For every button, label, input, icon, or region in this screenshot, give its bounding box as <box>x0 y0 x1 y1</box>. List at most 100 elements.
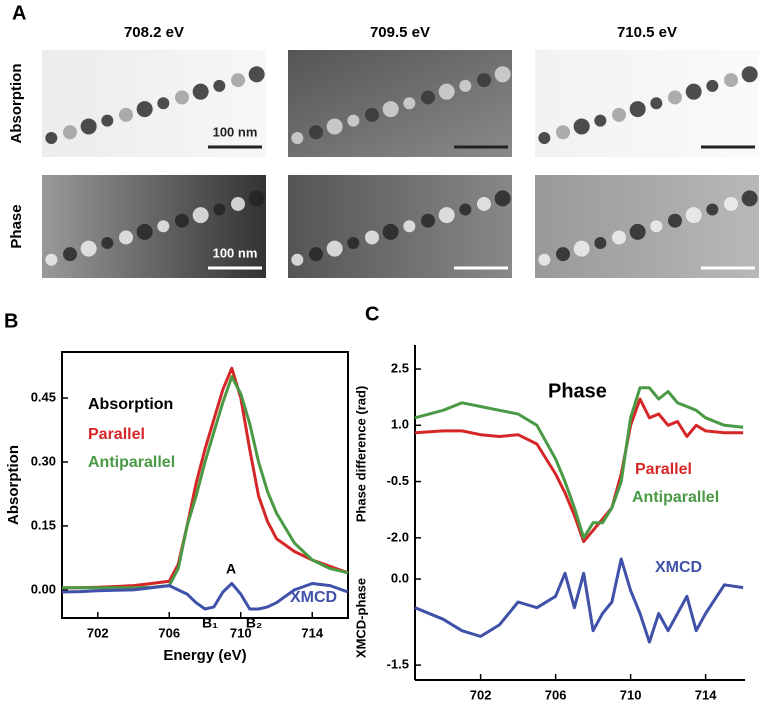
particle <box>556 247 570 262</box>
particle <box>459 203 472 216</box>
particle <box>668 90 682 105</box>
particle <box>136 101 153 118</box>
y-tick-label: 1.0 <box>391 417 409 432</box>
panel-label: B <box>4 310 18 332</box>
micrograph <box>288 175 512 278</box>
particle <box>382 223 399 240</box>
particle <box>573 240 590 257</box>
image-panel: 708.2 eV 709.5 eV 710.5 eV Absorption 100 nm… <box>8 24 759 278</box>
series-line <box>62 366 349 590</box>
particle <box>45 132 58 145</box>
particle <box>594 237 607 250</box>
x-tick-label: 710 <box>620 687 642 702</box>
particle <box>157 97 170 110</box>
x-tick-label: 714 <box>301 625 323 640</box>
x-axis-label: Energy (eV) <box>163 647 246 664</box>
particle <box>213 203 226 216</box>
row-label: Absorption <box>8 64 25 144</box>
charts: B 702 706 710 714 0.00 0.15 0.30 0.45 Energy (eV)… <box>4 303 745 702</box>
particle <box>80 118 97 135</box>
particle <box>706 203 719 216</box>
micrograph <box>42 175 266 278</box>
particle <box>213 79 226 92</box>
particle <box>421 90 435 105</box>
particle <box>538 132 551 145</box>
x-tick-label: 702 <box>470 687 492 702</box>
particle <box>650 97 663 110</box>
scale-bar-label: 100 nm <box>213 124 258 139</box>
legend-title: Absorption <box>88 396 173 413</box>
particle <box>612 107 626 122</box>
scale-bar-label: 100 nm <box>213 245 258 260</box>
particle <box>101 237 114 250</box>
x-tick-label: 706 <box>545 687 567 702</box>
particle <box>157 220 170 233</box>
particle <box>365 230 379 245</box>
particle <box>347 114 360 127</box>
particle <box>403 220 416 233</box>
particle <box>594 114 607 127</box>
annotation: B₂ <box>246 615 262 631</box>
particle <box>248 190 265 207</box>
particle <box>309 125 323 140</box>
particle <box>685 83 702 100</box>
particle <box>741 66 758 83</box>
particle <box>438 207 455 224</box>
particle <box>494 190 511 207</box>
column-heading: 708.2 eV <box>124 24 184 41</box>
particle <box>459 79 472 92</box>
legend-entry: Parallel <box>635 461 692 478</box>
micrograph <box>288 50 512 157</box>
particle <box>477 73 491 88</box>
particle <box>706 79 719 92</box>
micrograph <box>535 175 759 278</box>
particle <box>556 125 570 140</box>
particle <box>382 101 399 118</box>
annotation: B₁ <box>202 615 218 631</box>
legend-entry: XMCD <box>290 589 337 606</box>
series-line <box>62 375 349 590</box>
particle <box>63 247 77 262</box>
y-tick-label: 2.5 <box>391 360 409 375</box>
particle <box>175 90 189 105</box>
particle <box>45 253 58 266</box>
micrograph <box>42 50 266 157</box>
particle <box>538 253 551 266</box>
column-heading: 709.5 eV <box>370 24 430 41</box>
x-tick-label: 706 <box>158 625 180 640</box>
particle <box>119 107 133 122</box>
particle <box>650 220 663 233</box>
y-tick-label: 0.0 <box>391 570 409 585</box>
column-heading: 710.5 eV <box>617 24 677 41</box>
particle <box>326 118 343 135</box>
particle <box>347 237 360 250</box>
particle <box>629 223 646 240</box>
particle <box>231 196 245 211</box>
x-tick-label: 714 <box>695 687 717 702</box>
particle <box>80 240 97 257</box>
legend-entry: XMCD <box>655 559 702 576</box>
chart-title: Phase <box>548 380 607 402</box>
particle <box>629 101 646 118</box>
x-tick-label: 710 <box>230 625 252 640</box>
particle <box>291 132 304 145</box>
y-tick-label: 0.45 <box>31 389 56 404</box>
particle <box>741 190 758 207</box>
particle <box>192 207 209 224</box>
series-line <box>61 582 349 611</box>
particle <box>421 213 435 228</box>
particle <box>175 213 189 228</box>
panel-label: C <box>365 303 379 325</box>
particle <box>685 207 702 224</box>
particle <box>494 66 511 83</box>
y-tick-label: 0.15 <box>31 517 56 532</box>
particle <box>248 66 265 83</box>
plot-frame <box>61 351 349 619</box>
particle <box>668 213 682 228</box>
particle <box>365 107 379 122</box>
y-tick-label: -1.5 <box>387 657 409 672</box>
series-line <box>414 557 744 644</box>
particle <box>119 230 133 245</box>
particle <box>231 73 245 88</box>
